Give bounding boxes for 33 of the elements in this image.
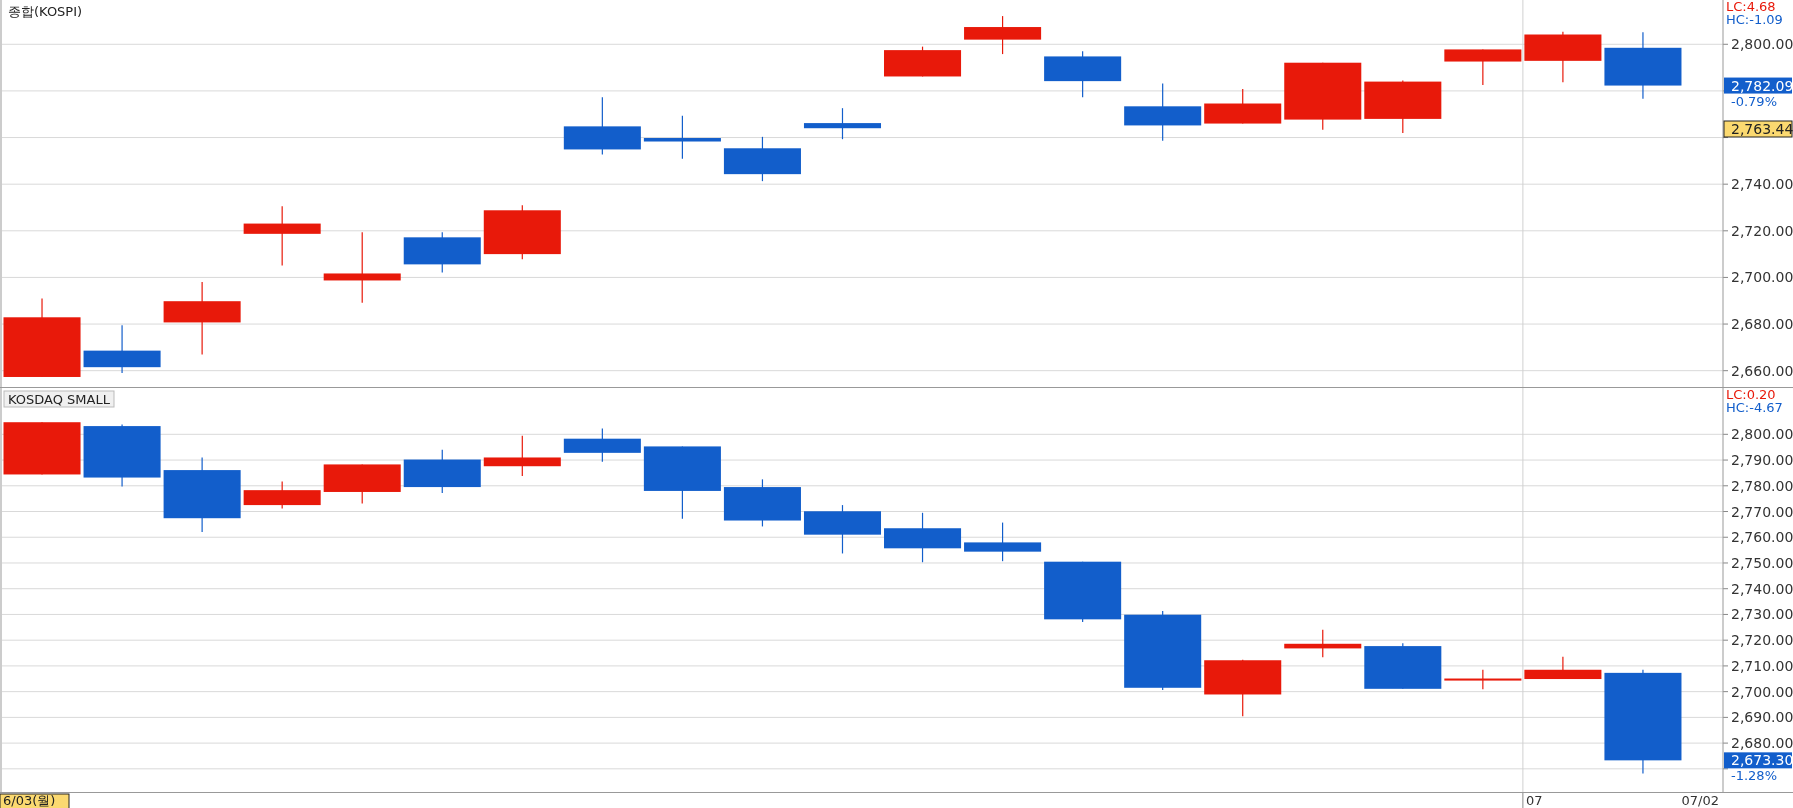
text: 2,782.09 <box>1731 77 1793 94</box>
y-tick-label: 2,720.00 <box>1731 632 1793 649</box>
y-tick-label: 2,740.00 <box>1731 580 1793 597</box>
text: -1.28% <box>1731 768 1777 784</box>
text: 2,763.44 <box>1731 121 1793 137</box>
y-tick-label: 2,780.00 <box>1731 477 1793 494</box>
text: 07/02 <box>1681 793 1719 808</box>
y-tick-label: 2,700.00 <box>1731 683 1793 700</box>
text: HC:-1.09 <box>1726 12 1783 27</box>
y-tick-label: 2,760.00 <box>1731 529 1793 546</box>
text: -0.79% <box>1731 93 1777 109</box>
y-tick-label: 2,730.00 <box>1731 606 1793 623</box>
y-tick-label: 2,750.00 <box>1731 554 1793 571</box>
text: LC:4.68 <box>1726 0 1776 14</box>
y-tick-label: 2,770.00 <box>1731 503 1793 520</box>
y-tick-label: 2,740.00 <box>1731 176 1793 193</box>
y-tick-label: 2,720.00 <box>1731 222 1793 239</box>
chart-title: KOSDAQ SMALL <box>8 392 111 407</box>
y-tick-label: 2,660.00 <box>1731 362 1793 379</box>
y-tick-label: 2,790.00 <box>1731 452 1793 469</box>
text: LC:0.20 <box>1726 387 1776 402</box>
text: 2,673.30 <box>1731 752 1793 769</box>
y-tick-label: 2,690.00 <box>1731 709 1793 726</box>
x-tick-label: 07 <box>1525 793 1543 808</box>
y-tick-label: 2,680.00 <box>1731 316 1793 333</box>
y-tick-label: 2,710.00 <box>1731 657 1793 674</box>
y-tick-label: 2,700.00 <box>1731 269 1793 286</box>
y-tick-label: 2,800.00 <box>1731 36 1793 53</box>
y-tick-label: 2,680.00 <box>1731 735 1793 752</box>
text: 6/03(월) <box>3 793 56 808</box>
y-tick-label: 2,800.00 <box>1731 426 1793 443</box>
text: HC:-4.67 <box>1726 400 1783 415</box>
chart-title: 종합(KOSPI) <box>8 4 83 19</box>
